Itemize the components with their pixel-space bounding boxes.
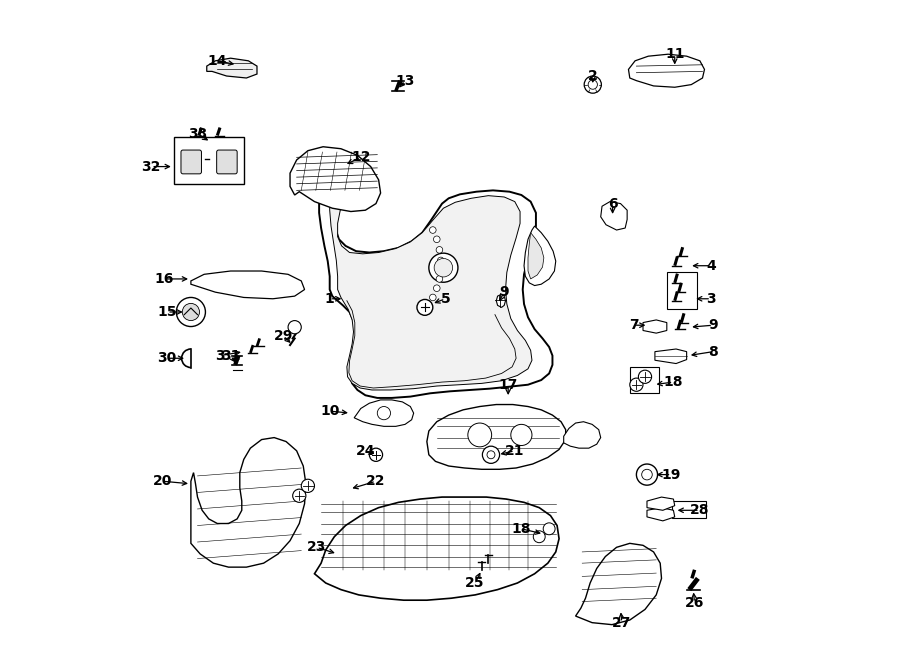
Text: 24: 24: [356, 444, 375, 458]
Circle shape: [417, 299, 433, 315]
Text: 27: 27: [612, 615, 632, 630]
Circle shape: [544, 523, 555, 535]
FancyBboxPatch shape: [217, 150, 238, 174]
Text: 1: 1: [325, 292, 335, 306]
Text: 22: 22: [366, 474, 386, 488]
Text: 3: 3: [215, 348, 225, 363]
Polygon shape: [576, 543, 662, 625]
Polygon shape: [191, 271, 304, 299]
Circle shape: [429, 294, 436, 301]
Circle shape: [183, 303, 200, 321]
Circle shape: [437, 266, 444, 273]
Circle shape: [429, 227, 436, 233]
Text: 33: 33: [188, 126, 207, 141]
Text: 26: 26: [685, 596, 705, 610]
Circle shape: [436, 276, 443, 282]
Text: 9: 9: [500, 285, 509, 299]
Polygon shape: [174, 137, 244, 184]
FancyBboxPatch shape: [630, 367, 659, 393]
Text: 31: 31: [220, 348, 240, 363]
Circle shape: [487, 451, 495, 459]
Text: 13: 13: [395, 73, 415, 88]
Polygon shape: [528, 233, 544, 279]
Circle shape: [482, 446, 500, 463]
Text: 23: 23: [307, 540, 326, 555]
Circle shape: [176, 297, 205, 327]
Text: 16: 16: [155, 272, 174, 286]
Text: 21: 21: [505, 444, 525, 458]
Polygon shape: [647, 497, 675, 510]
Polygon shape: [524, 226, 556, 286]
Circle shape: [642, 469, 652, 480]
Polygon shape: [329, 180, 532, 390]
Circle shape: [421, 309, 428, 315]
Text: 4: 4: [706, 258, 716, 273]
Text: 18: 18: [511, 522, 531, 536]
Text: 7: 7: [629, 318, 639, 332]
Circle shape: [588, 80, 598, 89]
Circle shape: [288, 321, 302, 334]
Text: 11: 11: [665, 47, 685, 61]
Polygon shape: [191, 438, 306, 567]
Text: 2: 2: [588, 69, 598, 83]
Text: 14: 14: [208, 54, 227, 68]
Circle shape: [468, 423, 491, 447]
Text: 32: 32: [141, 159, 161, 174]
Circle shape: [437, 257, 444, 264]
Text: 20: 20: [153, 474, 172, 488]
Polygon shape: [643, 320, 667, 333]
Circle shape: [638, 370, 652, 383]
Text: 9: 9: [708, 318, 718, 332]
Circle shape: [428, 253, 458, 282]
Text: 19: 19: [662, 467, 681, 482]
Polygon shape: [290, 147, 381, 212]
Circle shape: [630, 378, 643, 391]
FancyBboxPatch shape: [672, 501, 706, 518]
Text: 25: 25: [465, 576, 485, 590]
Circle shape: [584, 76, 601, 93]
FancyBboxPatch shape: [667, 272, 698, 309]
Polygon shape: [314, 497, 559, 600]
Circle shape: [636, 464, 658, 485]
Polygon shape: [320, 177, 553, 398]
Text: 5: 5: [440, 292, 450, 306]
Circle shape: [292, 489, 306, 502]
Circle shape: [511, 424, 532, 446]
Text: 28: 28: [690, 503, 709, 518]
Text: 29: 29: [274, 329, 293, 343]
Text: 18: 18: [663, 375, 683, 389]
Text: 17: 17: [499, 377, 517, 392]
Text: 15: 15: [158, 305, 176, 319]
Circle shape: [377, 407, 391, 420]
Circle shape: [434, 236, 440, 243]
Text: 8: 8: [708, 344, 718, 359]
Circle shape: [434, 258, 453, 277]
Polygon shape: [628, 54, 705, 87]
Circle shape: [534, 531, 545, 543]
Polygon shape: [655, 349, 687, 364]
Circle shape: [434, 285, 440, 292]
FancyBboxPatch shape: [181, 150, 202, 174]
Text: 12: 12: [351, 150, 371, 165]
Polygon shape: [355, 400, 414, 426]
Text: 3: 3: [706, 292, 716, 306]
Polygon shape: [427, 405, 566, 469]
Text: 6: 6: [608, 196, 617, 211]
Polygon shape: [563, 422, 600, 448]
Polygon shape: [600, 202, 627, 230]
Circle shape: [302, 479, 314, 492]
Circle shape: [369, 448, 382, 461]
Circle shape: [426, 302, 432, 309]
Text: 30: 30: [158, 351, 176, 366]
Circle shape: [436, 247, 443, 253]
Polygon shape: [496, 294, 506, 307]
Text: 10: 10: [320, 404, 339, 418]
Polygon shape: [647, 508, 675, 521]
Polygon shape: [207, 58, 257, 78]
